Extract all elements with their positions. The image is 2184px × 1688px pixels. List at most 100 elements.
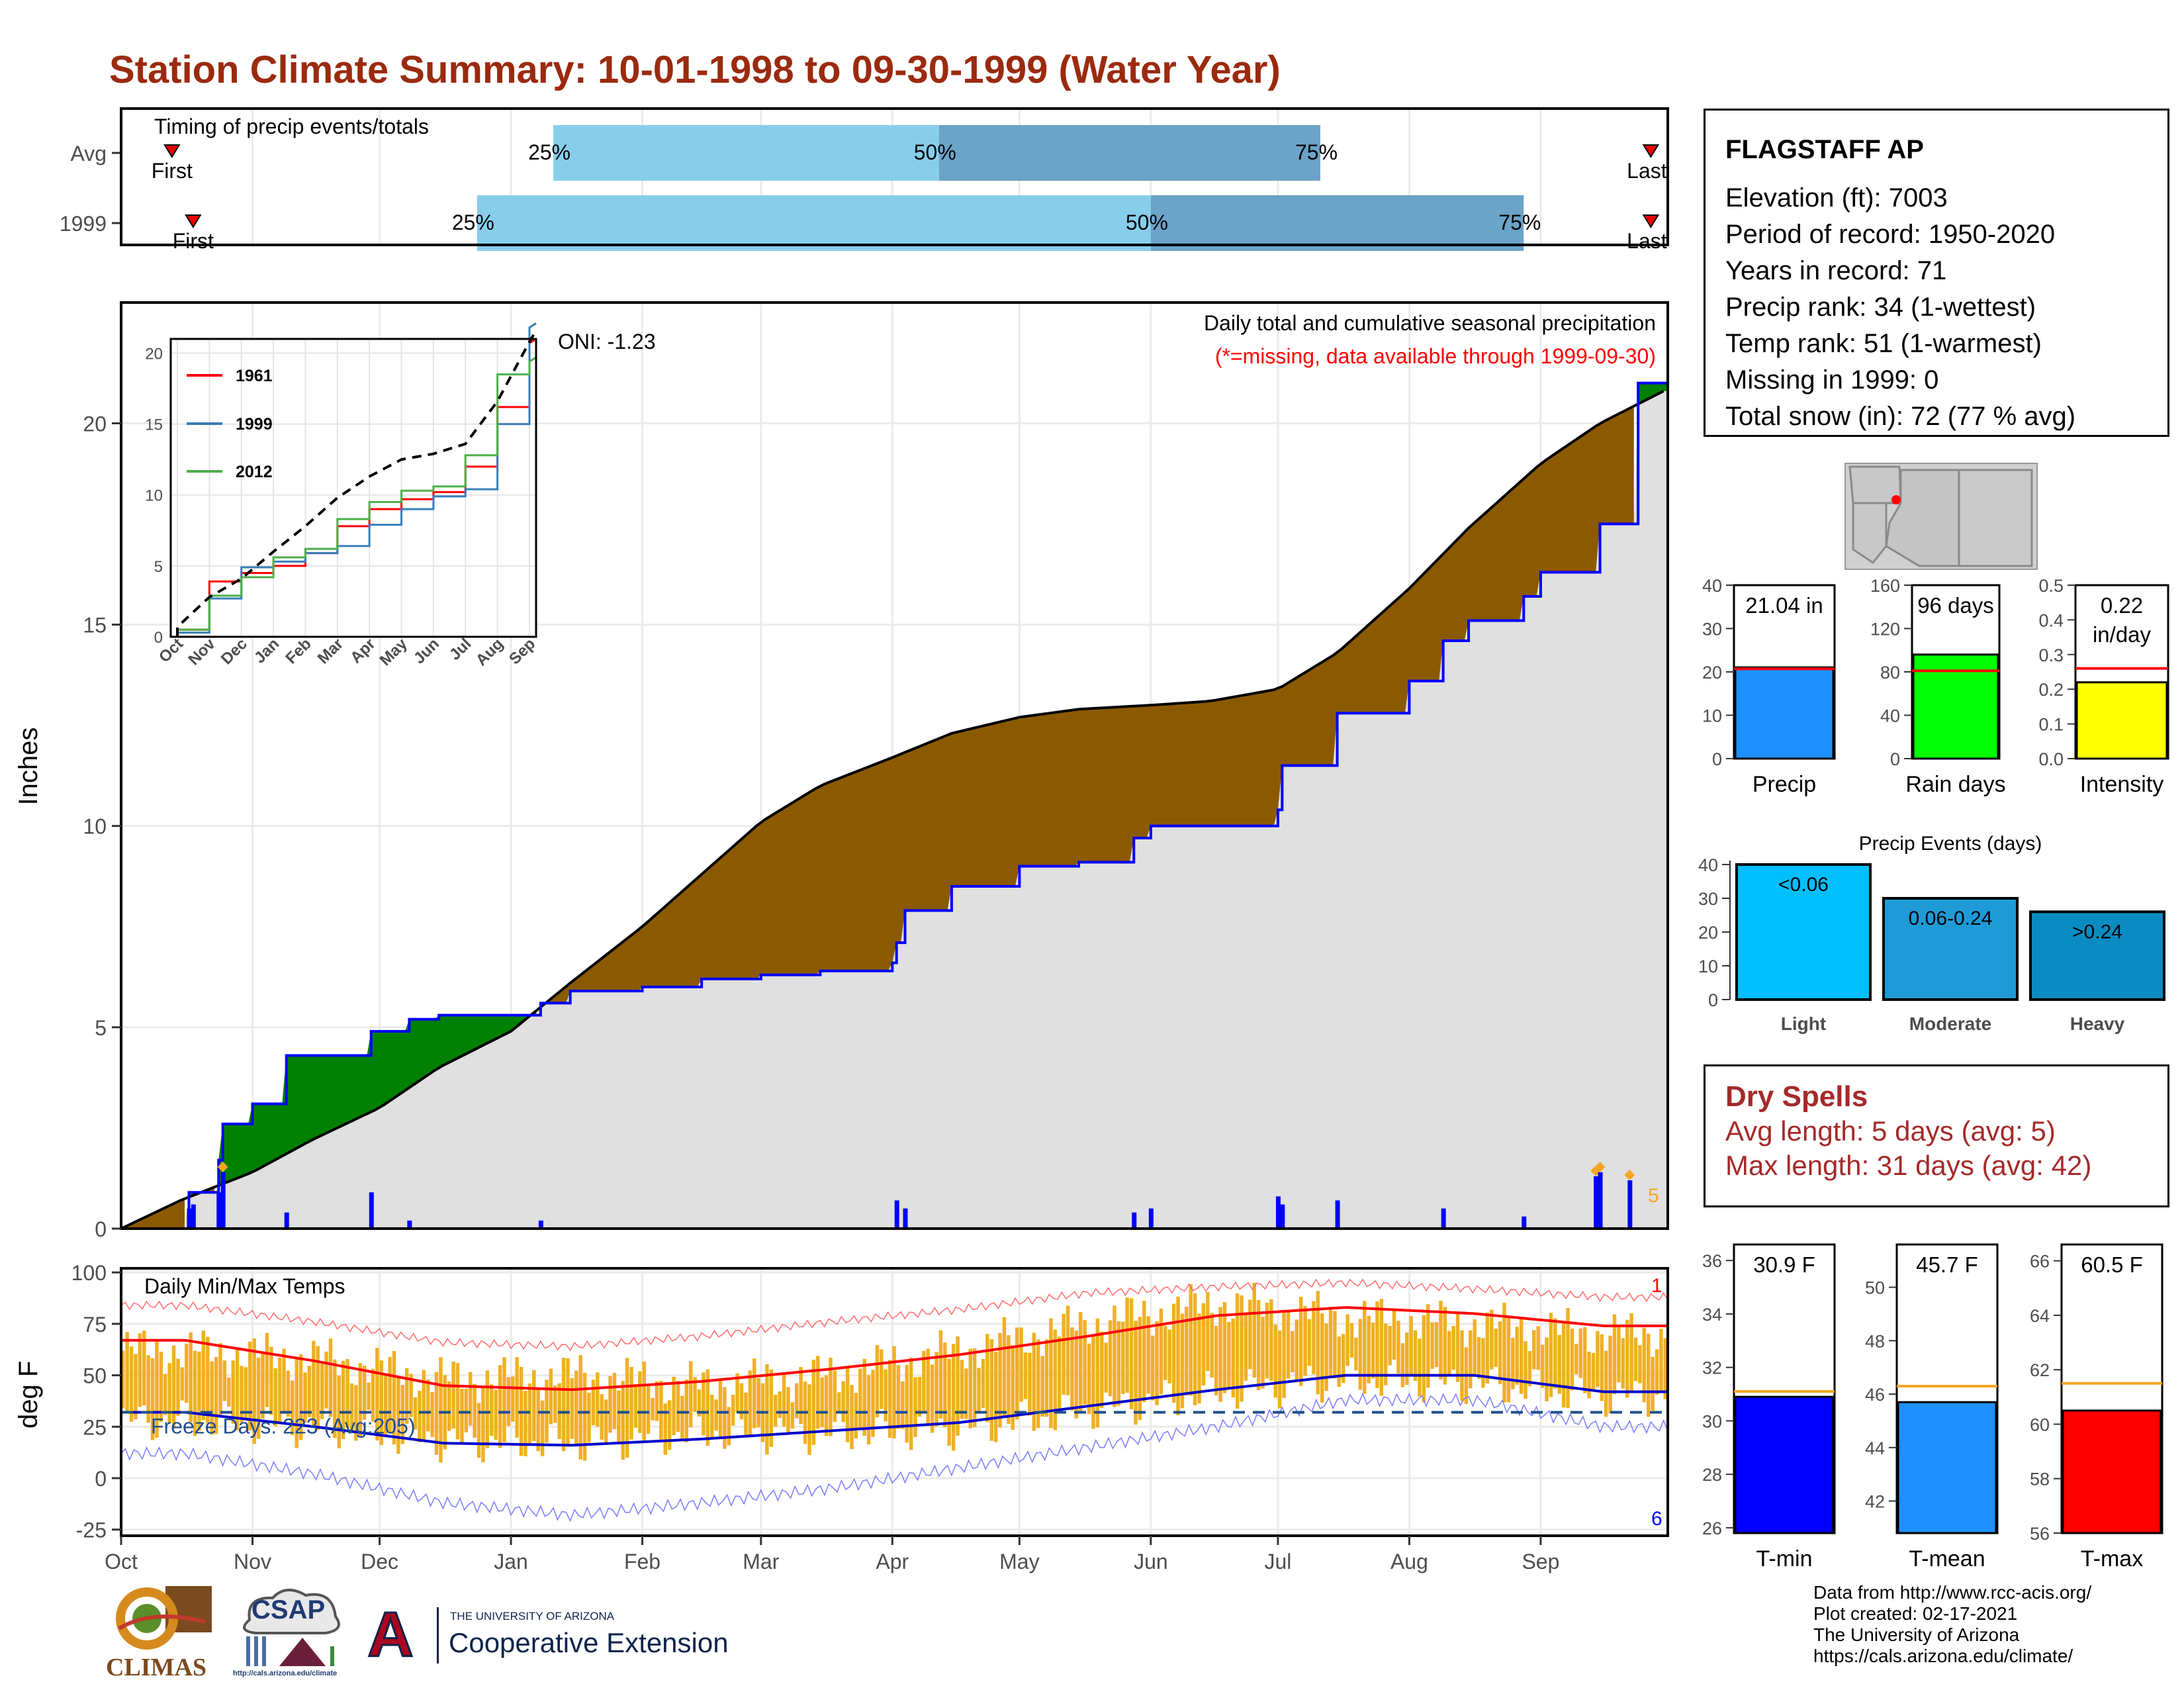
csap-logo[interactable]: CSAP http://cals.arizona.edu/climate [233,1583,352,1683]
daily-temp-bar [938,1330,943,1419]
daily-temp-bar [837,1392,841,1412]
month-label: Oct [105,1550,138,1573]
daily-temp-bar [185,1343,189,1403]
station-line: Missing in 1999: 0 [1725,365,1939,395]
daily-temp-bar [1312,1301,1316,1374]
timing-title: Timing of precip events/totals [154,115,429,138]
daily-temp-bar [688,1361,693,1428]
daily-temp-bar [1197,1313,1201,1404]
daily-temp-bar [1206,1291,1210,1372]
event-category-label: Heavy [2070,1013,2125,1034]
daily-temp-bar [447,1382,451,1431]
daily-temp-bar [1227,1322,1231,1388]
month-label: Mar [743,1550,779,1573]
daily-temp-bar [612,1372,617,1429]
daily-temp-bar [705,1369,710,1446]
daily-temp-bar [1210,1313,1214,1378]
heavy-precip-marker-icon [1594,1161,1606,1172]
dry-spells-avg: Avg length: 5 days (avg: 5) [1725,1115,2056,1147]
daily-temp-bar [235,1348,240,1430]
daily-temp-bar [125,1332,129,1412]
daily-temp-bar [1570,1329,1574,1391]
temps-ytick-label: -25 [76,1519,107,1542]
daily-temp-bar [167,1363,171,1423]
daily-precip-bar [1441,1208,1446,1229]
event-category-label: Light [1781,1013,1826,1034]
daily-temp-bar [1502,1303,1506,1403]
event-value-label: <0.06 [1778,874,1829,896]
daily-temp-bar [1418,1338,1422,1397]
daily-temp-bar [282,1348,286,1414]
daily-temp-bar [1095,1318,1100,1428]
temps-ylabel: deg F [14,1361,43,1429]
daily-temp-bar [566,1358,570,1447]
climas-logo[interactable]: CLIMAS [106,1582,218,1681]
temps-ytick-label: 25 [83,1415,107,1439]
precip-subtitle: (*=missing, data available through 1999-… [1215,344,1656,368]
daily-temp-bar [1265,1302,1269,1379]
daily-temp-bar [934,1352,938,1427]
daily-temp-bar [880,1349,884,1409]
daily-temp-bar [684,1379,689,1442]
daily-temp-bar [549,1368,553,1425]
daily-temp-bar [850,1385,854,1449]
timing-pct-label: 25% [452,211,494,234]
daily-temp-bar [1070,1327,1074,1411]
ua-cooperative-extension-logo[interactable]: A THE UNIVERSITY OF ARIZONA Cooperative … [361,1601,738,1675]
daily-temp-bar [672,1376,676,1436]
daily-temp-bar [511,1376,515,1422]
daily-temp-bar [862,1358,866,1436]
daily-temp-bar [1426,1304,1430,1388]
daily-temp-bar [240,1366,244,1423]
daily-temp-bar [1405,1332,1409,1385]
daily-temp-bar [591,1380,596,1426]
record-min-line [120,1392,1668,1523]
daily-temp-bar [469,1372,473,1426]
daily-temp-bar [1214,1325,1218,1395]
daily-temp-bar [392,1350,396,1445]
daily-temp-bar [1447,1331,1451,1376]
daily-temp-bar [1295,1319,1299,1382]
events-ytick-label: 10 [1698,957,1718,976]
daily-temp-bar [1434,1322,1439,1368]
month-label: Jul [1264,1550,1291,1573]
daily-temp-bar [1469,1330,1473,1389]
daily-temp-bar [218,1343,222,1417]
inset-series-line [176,330,537,637]
daily-temp-bar [1058,1336,1062,1414]
daily-temp-bar [1587,1351,1591,1399]
daily-precip-bar [407,1220,412,1229]
daily-temp-bar [1443,1307,1447,1385]
daily-temp-bar [451,1361,455,1429]
daily-temp-bar [1490,1309,1494,1370]
daily-temp-bar [1651,1356,1655,1411]
rain-days-ytick-label: 0 [1890,749,1900,769]
tmax-ytick-label: 60 [2030,1415,2050,1434]
daily-temp-bar [400,1385,405,1444]
daily-temp-bar [922,1350,926,1413]
daily-temp-bar [129,1346,134,1422]
daily-temp-bar [502,1357,506,1442]
station-line: Temp rank: 51 (1-warmest) [1725,329,2042,358]
daily-temp-bar [354,1385,358,1441]
daily-temp-bar [180,1367,185,1401]
month-label: Feb [624,1550,660,1573]
daily-temp-bar [765,1364,769,1455]
daily-temp-bar [527,1383,532,1444]
daily-temp-bar [1371,1322,1375,1379]
station-line: Precip rank: 34 (1-wettest) [1725,293,2036,322]
daily-temp-bar [291,1380,295,1435]
daily-temp-bar [1646,1333,1651,1417]
daily-temp-bar [396,1376,400,1454]
daily-temp-bar [189,1332,193,1423]
tmin-ytick-label: 26 [1702,1519,1722,1538]
timing-pct-label: 50% [1126,211,1168,234]
daily-temp-bar [960,1360,964,1419]
precip-title: Daily total and cumulative seasonal prec… [1204,311,1656,335]
tmax-bar [2062,1409,2162,1534]
daily-temp-bar [642,1361,646,1441]
daily-temp-bar [1413,1330,1418,1381]
daily-temp-bar [1261,1317,1265,1389]
daily-temp-bar [676,1380,680,1432]
timing-bar-upper [938,125,1320,181]
